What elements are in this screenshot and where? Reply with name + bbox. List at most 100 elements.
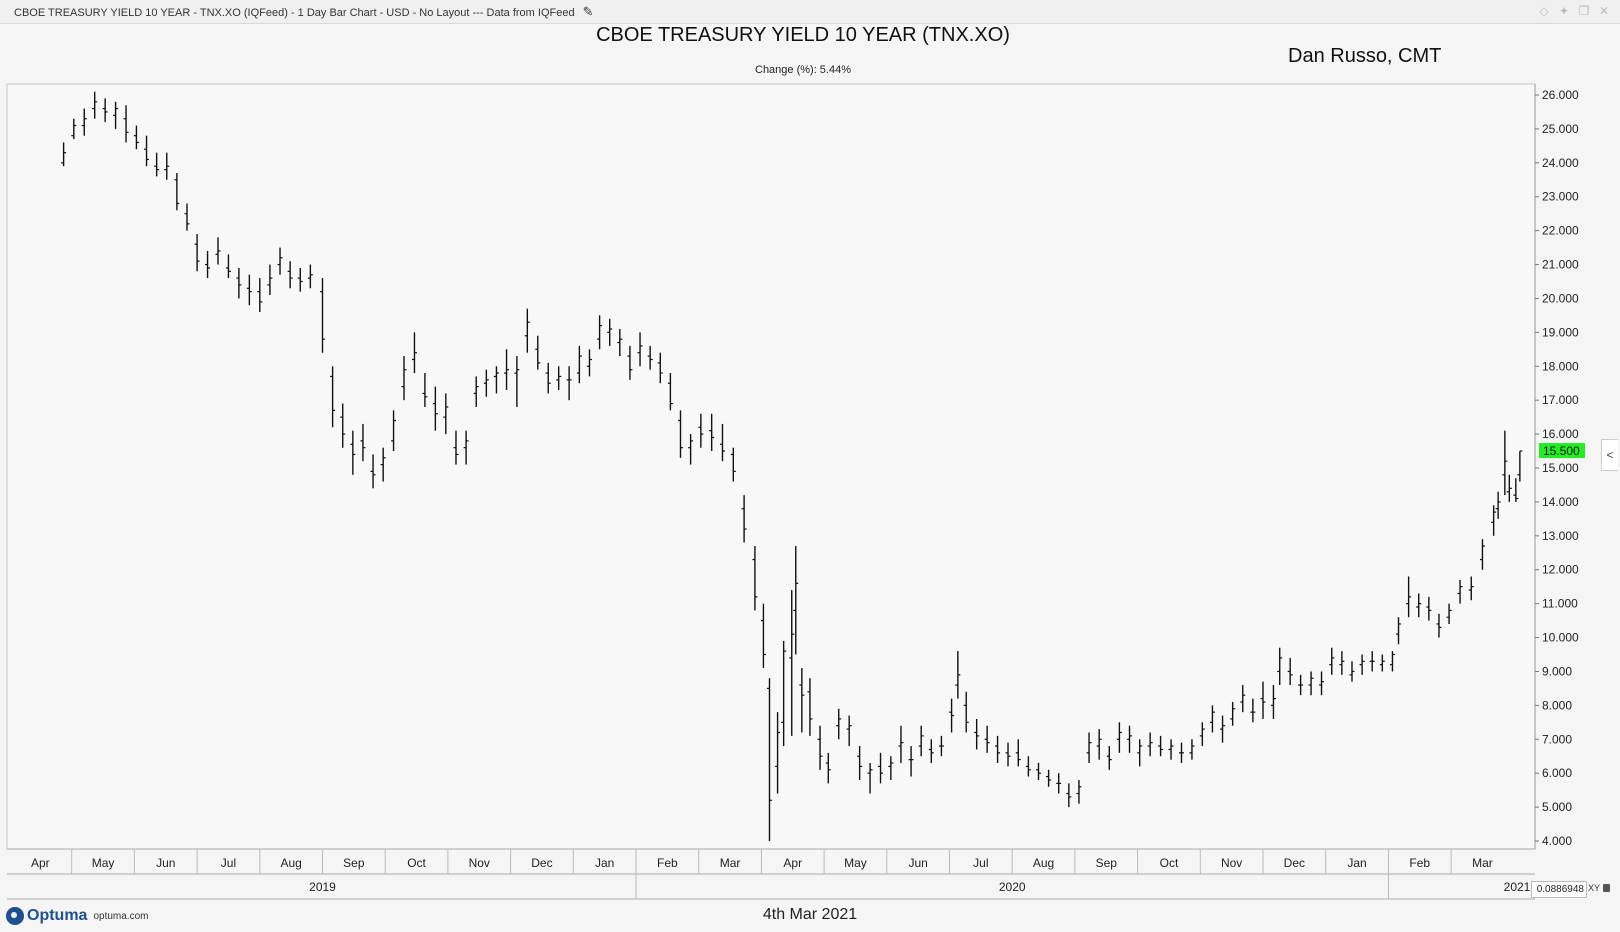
close-icon[interactable]: ✕: [1598, 4, 1610, 18]
ohlc-bar[interactable]: [898, 725, 904, 764]
ohlc-bar[interactable]: [766, 678, 772, 841]
ohlc-bar[interactable]: [938, 735, 944, 757]
ohlc-bar[interactable]: [1349, 661, 1355, 682]
ohlc-bar[interactable]: [1479, 539, 1485, 570]
ohlc-bar[interactable]: [1517, 450, 1523, 482]
ohlc-bar[interactable]: [102, 98, 108, 123]
ohlc-bar[interactable]: [1147, 732, 1153, 757]
ohlc-bar[interactable]: [1436, 613, 1442, 638]
ohlc-bar[interactable]: [974, 718, 980, 750]
ohlc-bar[interactable]: [1046, 769, 1052, 787]
ohlc-bar[interactable]: [556, 366, 562, 391]
scale-mode-toggle[interactable]: XY: [1588, 883, 1601, 893]
ohlc-bar[interactable]: [1199, 722, 1205, 747]
ohlc-bar[interactable]: [380, 447, 386, 482]
ohlc-bar[interactable]: [1056, 773, 1062, 794]
ohlc-bar[interactable]: [340, 403, 346, 448]
ohlc-bar[interactable]: [463, 430, 469, 465]
ohlc-bar[interactable]: [836, 708, 842, 740]
ohlc-bar[interactable]: [781, 640, 787, 747]
ohlc-bar[interactable]: [1220, 715, 1226, 743]
ohlc-bar[interactable]: [1005, 742, 1011, 767]
ohlc-bar[interactable]: [1446, 603, 1452, 624]
ohlc-bar[interactable]: [677, 410, 683, 458]
ohlc-bar[interactable]: [535, 335, 541, 370]
ohlc-bar[interactable]: [719, 423, 725, 462]
ohlc-bar[interactable]: [995, 735, 1001, 764]
ohlc-bar[interactable]: [1506, 474, 1512, 502]
ohlc-bar[interactable]: [1359, 654, 1365, 675]
ohlc-bar[interactable]: [225, 254, 231, 279]
ohlc-bar[interactable]: [698, 413, 704, 448]
ohlc-bar[interactable]: [113, 101, 119, 129]
ohlc-bar[interactable]: [1158, 735, 1164, 757]
ohlc-bar[interactable]: [857, 746, 863, 780]
ohlc-bar[interactable]: [1319, 671, 1325, 696]
ohlc-bar[interactable]: [504, 349, 510, 391]
ohlc-bar[interactable]: [330, 366, 336, 428]
ohlc-bar[interactable]: [955, 651, 961, 699]
ohlc-bar[interactable]: [760, 603, 766, 669]
ohlc-bar[interactable]: [391, 410, 397, 452]
ohlc-bar[interactable]: [657, 352, 663, 384]
ohlc-bar[interactable]: [667, 373, 673, 411]
ohlc-bar[interactable]: [194, 234, 200, 272]
ohlc-bar[interactable]: [1389, 651, 1395, 672]
ohlc-bar[interactable]: [184, 203, 190, 231]
ohlc-bar[interactable]: [267, 264, 273, 296]
ohlc-bar[interactable]: [1495, 491, 1501, 519]
ohlc-bar[interactable]: [793, 545, 799, 655]
ohlc-bar[interactable]: [473, 376, 479, 407]
ohlc-bar[interactable]: [637, 332, 643, 367]
ohlc-bar[interactable]: [307, 264, 313, 289]
diamond-icon[interactable]: ◇: [1539, 4, 1549, 18]
ohlc-bar[interactable]: [752, 545, 758, 611]
ohlc-bar[interactable]: [1416, 593, 1422, 618]
ohlc-bar[interactable]: [1127, 725, 1133, 753]
ohlc-bar[interactable]: [411, 332, 417, 374]
ohlc-bar[interactable]: [1035, 763, 1041, 780]
ohlc-bar[interactable]: [825, 752, 831, 784]
ohlc-bar[interactable]: [1240, 685, 1246, 713]
ohlc-bar[interactable]: [287, 261, 293, 289]
ohlc-bar[interactable]: [1209, 705, 1215, 733]
ohlc-bar[interactable]: [878, 752, 884, 784]
ohlc-bar[interactable]: [1513, 478, 1519, 502]
ohlc-bar[interactable]: [1491, 505, 1497, 536]
restore-icon[interactable]: ❐: [1578, 4, 1590, 18]
ohlc-bar[interactable]: [493, 366, 499, 394]
ohlc-bar[interactable]: [807, 678, 813, 736]
ohlc-bar[interactable]: [144, 135, 150, 167]
ohlc-bar[interactable]: [1396, 617, 1402, 645]
ohlc-bar[interactable]: [1287, 657, 1293, 686]
ohlc-bar[interactable]: [133, 125, 139, 150]
ohlc-bar[interactable]: [984, 725, 990, 753]
ohlc-bar[interactable]: [647, 345, 653, 370]
ohlc-bar[interactable]: [1106, 746, 1112, 770]
pin-icon[interactable]: ✦: [1558, 4, 1570, 18]
ohlc-bar[interactable]: [963, 691, 969, 733]
ohlc-bar[interactable]: [1426, 596, 1432, 621]
ohlc-bar[interactable]: [514, 356, 520, 407]
ohlc-bar[interactable]: [81, 108, 87, 136]
collapse-panel-chevron-icon[interactable]: <: [1601, 439, 1618, 471]
ohlc-bar[interactable]: [741, 495, 747, 543]
ohlc-bar[interactable]: [688, 434, 694, 465]
ohlc-bar[interactable]: [918, 725, 924, 757]
ohlc-bar[interactable]: [257, 278, 263, 313]
scale-lock-icon[interactable]: [1603, 884, 1610, 892]
ohlc-bar[interactable]: [1168, 739, 1174, 760]
ohlc-bar[interactable]: [1096, 729, 1102, 760]
ohlc-bar[interactable]: [215, 237, 221, 265]
ohlc-bar[interactable]: [597, 315, 603, 350]
ohlc-bar[interactable]: [576, 345, 582, 384]
ohlc-bar[interactable]: [1457, 579, 1463, 604]
ohlc-bar[interactable]: [1339, 651, 1345, 675]
pencil-icon[interactable]: ✎: [582, 4, 594, 19]
ohlc-bar[interactable]: [1015, 739, 1021, 767]
ohlc-bar[interactable]: [775, 712, 781, 794]
ohlc-bar[interactable]: [545, 362, 551, 394]
ohlc-bar[interactable]: [524, 308, 530, 353]
ohlc-bar[interactable]: [846, 715, 852, 747]
ohlc-bar[interactable]: [1406, 576, 1412, 618]
